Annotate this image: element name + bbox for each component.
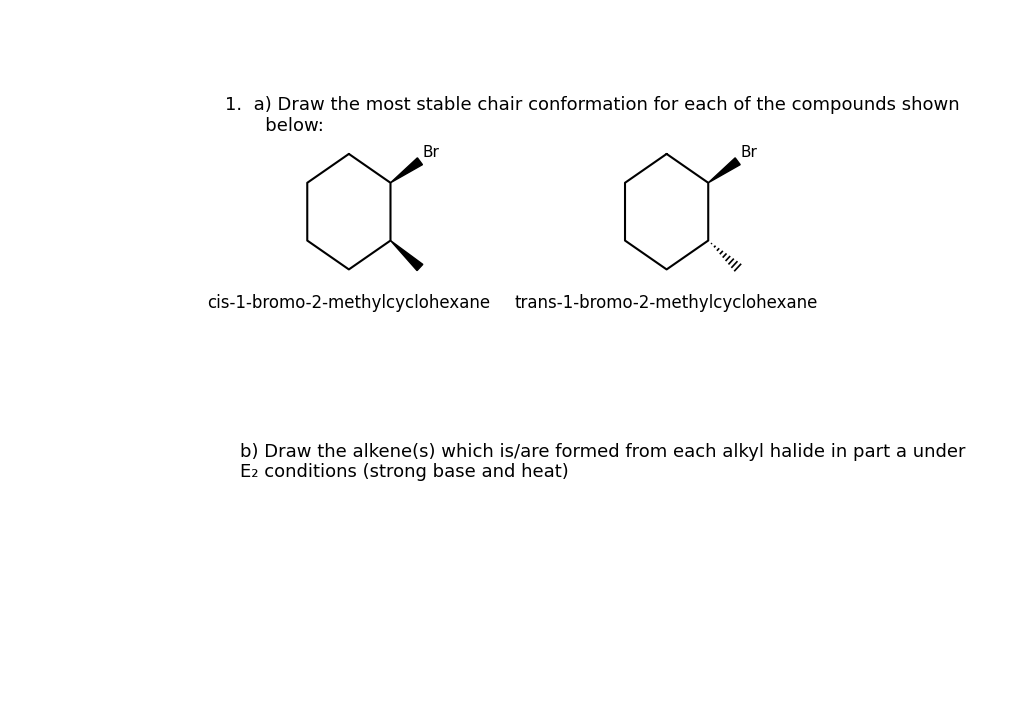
- Text: b) Draw the alkene(s) which is/are formed from each alkyl halide in part a under: b) Draw the alkene(s) which is/are forme…: [241, 443, 966, 482]
- Polygon shape: [709, 158, 740, 183]
- Text: 1.  a) Draw the most stable chair conformation for each of the compounds shown
 : 1. a) Draw the most stable chair conform…: [225, 96, 959, 135]
- Text: Br: Br: [740, 145, 757, 159]
- Polygon shape: [390, 158, 423, 183]
- Polygon shape: [390, 241, 423, 271]
- Text: Br: Br: [422, 145, 439, 159]
- Text: trans-1-bromo-2-methylcyclohexane: trans-1-bromo-2-methylcyclohexane: [515, 294, 818, 312]
- Text: cis-1-bromo-2-methylcyclohexane: cis-1-bromo-2-methylcyclohexane: [207, 294, 490, 312]
